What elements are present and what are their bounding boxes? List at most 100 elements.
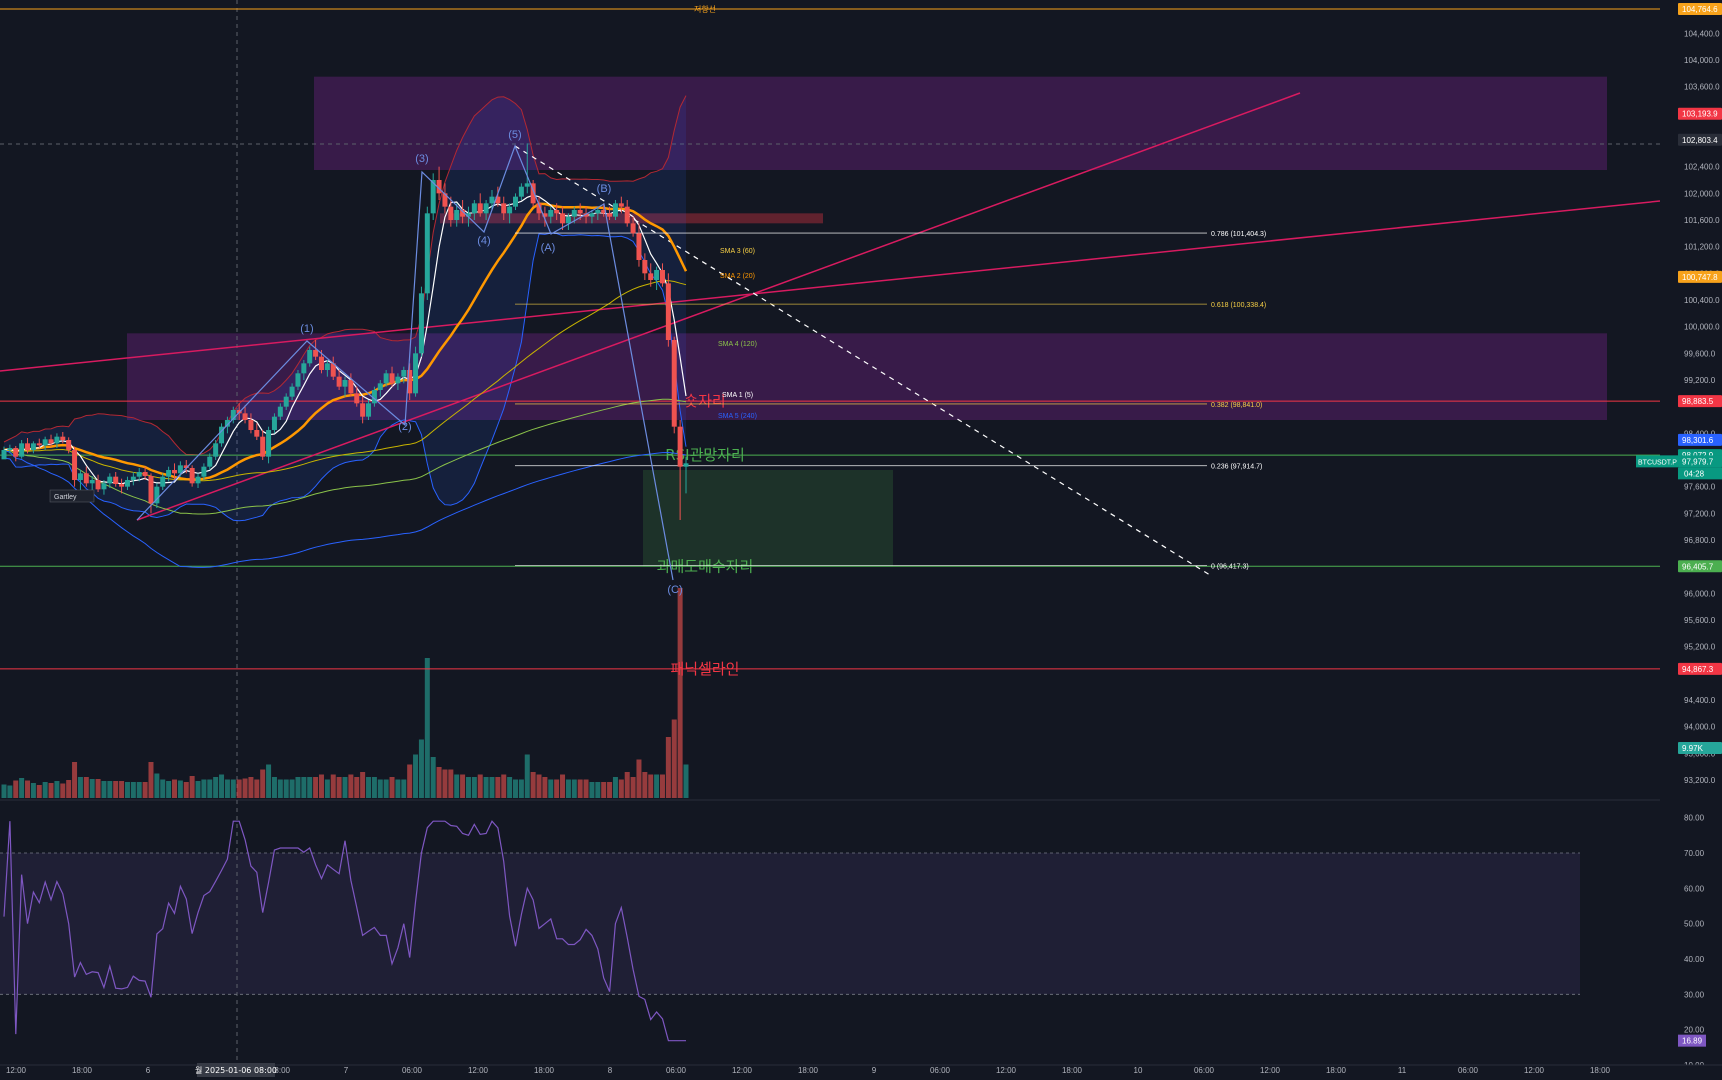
candle-body xyxy=(548,210,554,217)
volume-bar xyxy=(377,779,383,798)
price-tick: 95,200.0 xyxy=(1684,643,1716,652)
time-tick: 12:00 xyxy=(468,1066,489,1075)
candle-body xyxy=(354,393,360,404)
candle-body xyxy=(489,196,495,204)
candle-body xyxy=(166,470,172,477)
price-tag-label: 94,867.3 xyxy=(1682,665,1714,674)
wave-label: (A) xyxy=(541,242,556,254)
volume-bar xyxy=(577,779,583,798)
wave-label: (1) xyxy=(300,323,313,335)
volume-bar xyxy=(195,781,201,798)
time-tick: 11 xyxy=(1398,1066,1407,1075)
volume-bar xyxy=(177,780,183,798)
candle-body xyxy=(642,260,648,274)
volume-bar xyxy=(219,774,225,798)
price-axis[interactable]: 104,400.0 104,000.0 103,600.0 102,400.0 102,… xyxy=(1636,0,1722,1070)
volume-bar xyxy=(89,779,95,798)
symbol-tag-bg xyxy=(1636,455,1678,468)
volume-bar xyxy=(54,781,60,798)
candle-body xyxy=(654,270,660,280)
demand-box xyxy=(643,470,893,567)
candle-body xyxy=(677,426,683,467)
sma-label: SMA 5 (240) xyxy=(718,413,757,420)
candle-body xyxy=(595,210,601,214)
wave-path xyxy=(136,144,674,581)
candle-body xyxy=(665,283,671,340)
volume-bar xyxy=(589,782,595,798)
price-tick: 101,200.0 xyxy=(1684,243,1720,252)
volume-bar xyxy=(336,777,342,798)
rsi-tick: 30.00 xyxy=(1684,990,1705,999)
time-axis[interactable]: 12:00 18:00 6 12:00 18:00 7 06:00 12:00 18:00 8 06… xyxy=(0,1063,1722,1080)
candle-body xyxy=(160,476,166,487)
candle-body xyxy=(507,206,513,214)
candle-body xyxy=(254,430,260,437)
rsi-tick: 50.00 xyxy=(1684,920,1705,929)
volume-bar xyxy=(95,779,101,798)
time-tick: 7 xyxy=(344,1066,349,1075)
candle-body xyxy=(542,213,548,217)
volume-bar xyxy=(7,785,13,798)
volume-bar xyxy=(307,777,313,798)
red-supply-strip xyxy=(440,213,823,224)
candle-body xyxy=(266,430,272,457)
candle-body xyxy=(407,370,413,394)
volume-bar xyxy=(465,777,471,798)
dashed-trendline xyxy=(514,145,1211,576)
candle-body xyxy=(283,396,289,407)
price-tag-label: 9.97K xyxy=(1682,744,1704,753)
candlesticks xyxy=(1,143,689,520)
volume-bar xyxy=(413,754,419,798)
price-tick: 96,000.0 xyxy=(1684,589,1716,598)
bollinger-lower xyxy=(3,232,687,522)
volume-bar xyxy=(154,773,160,798)
volume-bar xyxy=(536,774,542,798)
volume-bar xyxy=(548,779,554,798)
candle-body xyxy=(336,376,342,387)
volume-bar xyxy=(189,776,195,798)
candle-body xyxy=(77,473,83,480)
volume-bar xyxy=(407,764,413,798)
price-tag-label: 98,883.5 xyxy=(1682,397,1714,406)
volume-bar xyxy=(36,785,42,798)
candle-body xyxy=(248,420,254,430)
price-tick: 100,000.0 xyxy=(1684,323,1720,332)
candle-body xyxy=(224,420,230,427)
volume-bar xyxy=(42,782,48,798)
price-tag-label: 100,747.8 xyxy=(1682,273,1718,282)
candle-body xyxy=(448,206,454,220)
candle-body xyxy=(54,436,60,444)
price-tick: 103,600.0 xyxy=(1684,83,1720,92)
candle-body xyxy=(618,203,624,207)
wave-label: (B) xyxy=(597,183,612,195)
volume-bar xyxy=(507,777,513,798)
resistance-trendline xyxy=(0,200,1661,372)
rsi-band xyxy=(0,853,1580,995)
hline-label: 숏자리 xyxy=(684,392,725,410)
volume-bar xyxy=(430,757,436,798)
time-tick: 6 xyxy=(146,1066,151,1075)
time-tick: 18:00 xyxy=(534,1066,555,1075)
candle-body xyxy=(95,480,101,490)
candle-body xyxy=(301,363,307,374)
volume-bar xyxy=(612,777,618,798)
volume-bar xyxy=(101,781,107,798)
candle-body xyxy=(19,443,25,457)
time-tick: 06:00 xyxy=(1194,1066,1215,1075)
volume-bar xyxy=(236,779,242,798)
rsi-tick: 20.00 xyxy=(1684,1026,1705,1035)
hline-label: 과매도매수자리 xyxy=(657,557,754,575)
time-tick: 12:00 xyxy=(1524,1066,1545,1075)
price-tag-label: 96,405.7 xyxy=(1682,562,1714,571)
rsi-panel xyxy=(0,820,1580,1042)
candle-body xyxy=(465,213,471,217)
volume-bar xyxy=(172,779,177,798)
candle-body xyxy=(477,203,483,214)
candle-body xyxy=(260,436,266,457)
candle-body xyxy=(607,213,613,217)
candle-body xyxy=(154,486,160,504)
price-tag-label: 102,803.4 xyxy=(1682,136,1718,145)
price-tick: 101,600.0 xyxy=(1684,216,1720,225)
